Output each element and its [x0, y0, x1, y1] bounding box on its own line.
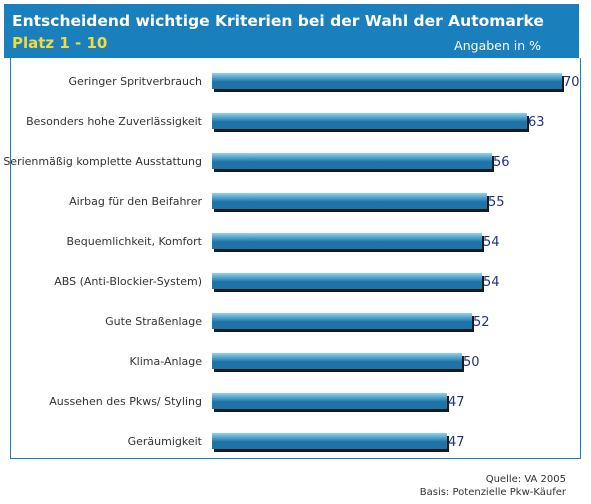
basis-note: Basis: Potenzielle Pkw-Käufer — [419, 487, 566, 498]
category-label: Klima-Anlage — [129, 355, 202, 368]
bar — [212, 393, 447, 409]
bar — [212, 273, 482, 289]
source-note: Quelle: VA 2005 — [485, 474, 566, 485]
bar — [212, 313, 472, 329]
title-banner: Entscheidend wichtige Kriterien bei der … — [4, 4, 579, 58]
unit-label: Angaben in % — [454, 38, 541, 53]
category-label: ABS (Anti-Blockier-System) — [54, 275, 202, 288]
bar — [212, 233, 482, 249]
category-label: Gute Straßenlage — [105, 315, 202, 328]
value-label: 52 — [473, 315, 490, 330]
chart-subtitle: Platz 1 - 10 — [12, 34, 108, 52]
bar — [212, 193, 487, 209]
value-label: 63 — [528, 115, 545, 130]
value-label: 47 — [448, 395, 465, 410]
category-label: Geringer Spritverbrauch — [68, 75, 202, 88]
value-label: 55 — [488, 195, 505, 210]
bar — [212, 353, 462, 369]
value-label: 54 — [483, 275, 500, 290]
category-label: Serienmäßig komplette Ausstattung — [3, 155, 202, 168]
chart-title: Entscheidend wichtige Kriterien bei der … — [12, 12, 544, 30]
bar — [212, 153, 492, 169]
bar — [212, 73, 562, 89]
bar — [212, 113, 527, 129]
category-label: Besonders hohe Zuverlässigkeit — [26, 115, 203, 128]
category-label: Geräumigkeit — [128, 435, 203, 448]
category-label: Airbag für den Beifahrer — [69, 195, 202, 208]
value-label: 54 — [483, 235, 500, 250]
category-label: Aussehen des Pkws/ Styling — [49, 395, 202, 408]
bar — [212, 433, 447, 449]
value-label: 50 — [463, 355, 480, 370]
value-label: 56 — [493, 155, 510, 170]
value-label: 70 — [563, 75, 580, 90]
category-label: Bequemlichkeit, Komfort — [66, 235, 202, 248]
value-label: 47 — [448, 435, 465, 450]
